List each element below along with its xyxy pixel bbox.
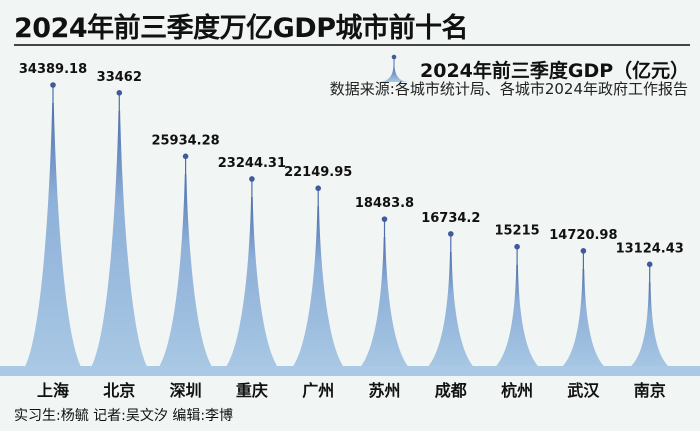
- data-point: [381, 216, 388, 222]
- value-label: 22149.95: [284, 165, 352, 180]
- peak-bar: [282, 206, 355, 375]
- peak-bar: [17, 103, 89, 375]
- data-point: [448, 231, 454, 237]
- chart-baseline: [0, 366, 700, 376]
- category-label: 深圳: [170, 381, 202, 400]
- peak-bar: [215, 196, 288, 375]
- data-point: [182, 153, 189, 160]
- category-label: 上海: [37, 381, 69, 400]
- peak-bar: [348, 237, 421, 375]
- legend-label: 2024年前三季度GDP（亿元）: [420, 59, 690, 82]
- data-point: [580, 248, 587, 254]
- category-label: 武汉: [567, 381, 600, 400]
- category-label: 杭州: [501, 381, 533, 400]
- value-label: 25934.28: [151, 133, 219, 148]
- data-point: [249, 176, 255, 182]
- data-source: 数据来源:各城市统计局、各城市2024年政府工作报告: [329, 80, 688, 98]
- credits: 实习生:杨毓 记者:吴文汐 编辑:李博: [14, 408, 234, 424]
- value-label: 13124.43: [616, 241, 684, 256]
- value-label: 18483.8: [355, 196, 414, 211]
- data-point: [646, 261, 653, 268]
- data-point: [50, 82, 56, 88]
- category-label: 南京: [634, 381, 666, 400]
- peak-bar: [613, 282, 686, 375]
- peak-bar: [83, 110, 156, 376]
- value-label: 15215: [494, 224, 539, 239]
- peak-bar: [481, 264, 554, 375]
- legend: 2024年前三季度GDP（亿元）: [378, 54, 689, 84]
- peak-bar: [547, 268, 620, 375]
- value-label: 34389.18: [19, 62, 87, 77]
- peak-bar: [414, 251, 487, 375]
- category-label: 重庆: [236, 381, 268, 400]
- category-label: 北京: [103, 381, 135, 400]
- category-label: 广州: [302, 381, 334, 400]
- category-label: 苏州: [368, 381, 400, 400]
- title-divider: [14, 44, 690, 46]
- data-point: [116, 90, 123, 96]
- data-point: [315, 185, 322, 192]
- category-label: 成都: [435, 381, 467, 400]
- legend-peak-icon: [380, 54, 408, 82]
- chart-title: 2024年前三季度万亿GDP城市前十名: [14, 13, 469, 44]
- value-label: 14720.98: [549, 228, 617, 243]
- data-point: [514, 243, 520, 250]
- value-label: 23244.31: [218, 156, 286, 171]
- peak-bar: [149, 174, 222, 375]
- value-label: 16734.2: [421, 211, 480, 226]
- value-label: 33462: [97, 70, 142, 85]
